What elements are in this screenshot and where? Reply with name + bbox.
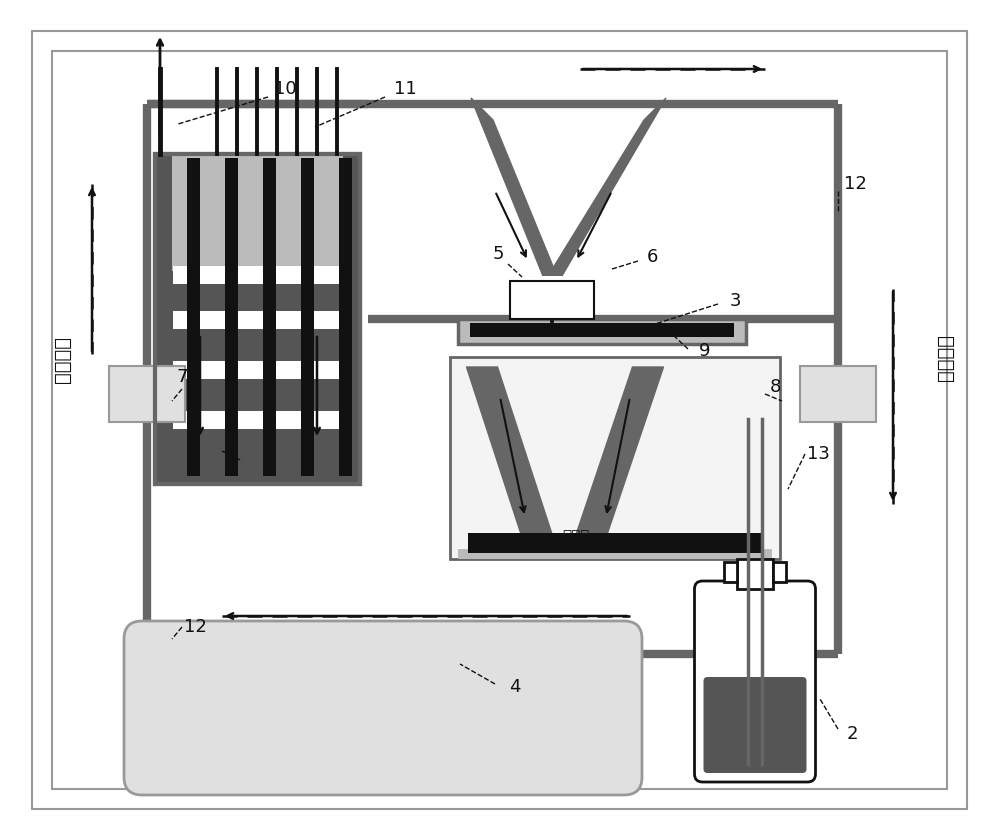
Bar — [773, 562, 786, 582]
Bar — [173, 411, 342, 429]
Bar — [458, 549, 772, 559]
Bar — [724, 562, 737, 582]
FancyBboxPatch shape — [703, 677, 806, 773]
Text: 10: 10 — [274, 80, 296, 98]
Text: 7: 7 — [176, 368, 188, 386]
Text: 11: 11 — [394, 80, 416, 98]
Bar — [173, 361, 342, 379]
Bar — [339, 158, 352, 476]
Polygon shape — [467, 367, 558, 551]
Bar — [167, 276, 348, 476]
Bar — [173, 311, 342, 329]
Text: 1: 1 — [226, 445, 238, 463]
Polygon shape — [545, 98, 666, 281]
Bar — [187, 158, 200, 476]
Bar — [155, 154, 360, 484]
FancyBboxPatch shape — [124, 621, 642, 795]
Text: 5: 5 — [492, 245, 504, 263]
Bar — [450, 357, 780, 559]
Bar — [301, 158, 314, 476]
Text: 4: 4 — [509, 678, 521, 696]
Bar — [737, 559, 773, 589]
FancyBboxPatch shape — [694, 581, 815, 782]
Text: 12: 12 — [184, 618, 206, 636]
Bar — [225, 158, 238, 476]
Text: 9: 9 — [699, 342, 711, 360]
Bar — [155, 154, 360, 484]
Text: 6: 6 — [646, 248, 658, 266]
Text: 13: 13 — [807, 445, 829, 463]
Text: 8: 8 — [769, 378, 781, 396]
Bar — [458, 319, 746, 344]
Text: 流动方向: 流动方向 — [53, 336, 72, 383]
Bar — [510, 281, 594, 319]
Bar — [172, 156, 343, 271]
Bar — [52, 51, 947, 789]
Bar — [263, 158, 276, 476]
Text: 回流方向: 回流方向 — [935, 336, 954, 383]
Text: 3: 3 — [729, 292, 741, 310]
Bar — [470, 323, 734, 337]
Bar — [173, 266, 342, 284]
Bar — [800, 366, 876, 422]
Text: 12: 12 — [844, 175, 866, 193]
Bar — [109, 366, 185, 422]
Bar — [522, 276, 582, 319]
Text: 弯月面: 弯月面 — [562, 529, 589, 545]
Text: 2: 2 — [846, 725, 858, 743]
Polygon shape — [471, 98, 559, 281]
Bar — [468, 533, 762, 553]
Polygon shape — [570, 367, 664, 551]
